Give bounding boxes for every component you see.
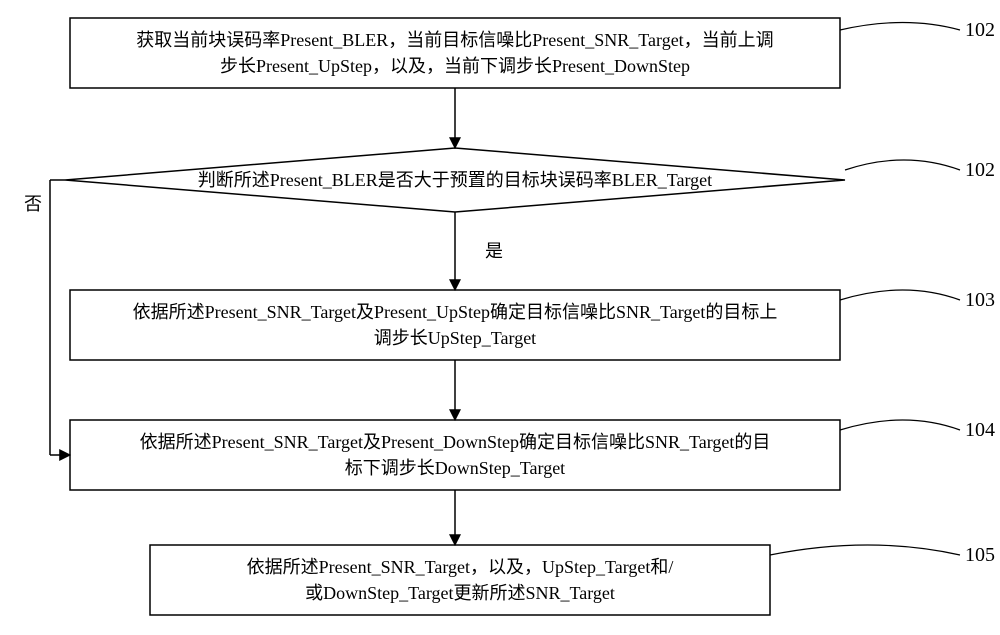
box-text: 获取当前块误码率Present_BLER，当前目标信噪比Present_SNR_… [136,30,773,50]
ref-label: 105 [965,544,995,566]
yes-label: 是 [485,241,503,261]
box-text: 依据所述Present_SNR_Target，以及，UpStep_Target和… [247,557,674,577]
box-text: 依据所述Present_SNR_Target及Present_DownStep确… [140,432,771,452]
box-text: 调步长UpStep_Target [374,328,536,348]
ref-label: 104 [965,419,995,441]
box-text: 标下调步长DownStep_Target [345,458,565,478]
box-text: 或DownStep_Target更新所述SNR_Target [305,583,615,603]
ref-label: 103 [965,289,995,311]
ref-label: 102 [965,19,995,41]
no-label: 否 [24,194,42,214]
ref-label: 102 [965,159,995,181]
box-text: 步长Present_UpStep，以及，当前下调步长Present_DownSt… [220,56,690,76]
box-text: 依据所述Present_SNR_Target及Present_UpStep确定目… [133,302,778,322]
decision-text: 判断所述Present_BLER是否大于预置的目标块误码率BLER_Target [198,170,712,190]
